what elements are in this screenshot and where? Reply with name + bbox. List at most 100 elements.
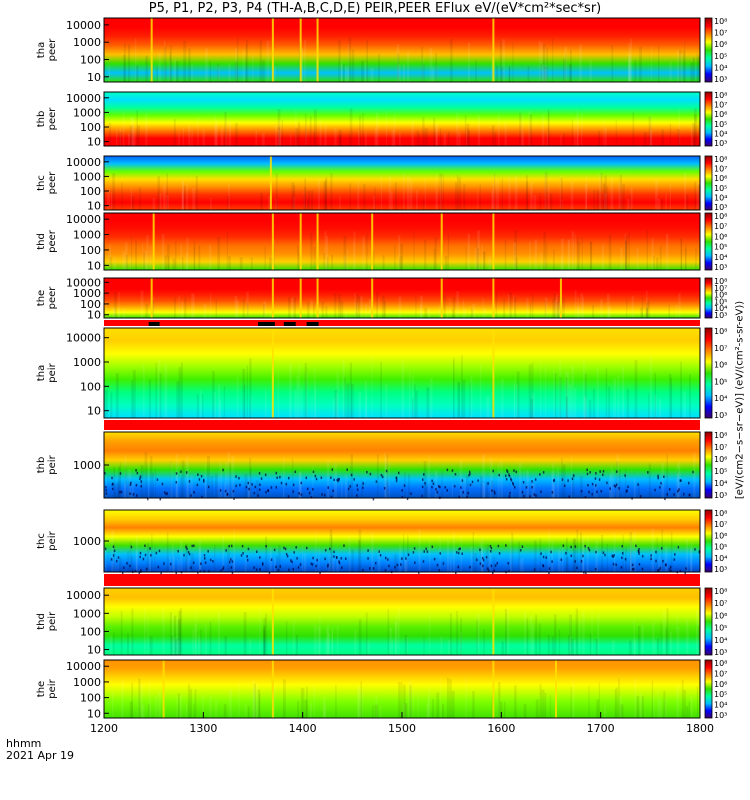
texture-stripe xyxy=(479,364,482,418)
panel-label: thcpeir xyxy=(36,530,58,550)
texture-stripe xyxy=(683,391,687,418)
event-spike xyxy=(299,213,302,270)
texture-stripe xyxy=(409,178,413,210)
noise-speckle xyxy=(685,567,687,570)
noise-speckle xyxy=(135,483,138,487)
texture-stripe xyxy=(680,361,682,418)
texture-stripe xyxy=(256,480,259,498)
texture-stripe xyxy=(277,370,279,418)
texture-stripe xyxy=(606,293,610,318)
texture-stripe xyxy=(591,609,593,655)
noise-speckle xyxy=(466,495,468,499)
texture-stripe xyxy=(348,37,352,82)
texture-stripe xyxy=(393,114,396,146)
texture-stripe xyxy=(140,465,144,498)
texture-stripe xyxy=(305,124,307,146)
texture-stripe xyxy=(504,121,507,146)
texture-stripe xyxy=(214,114,216,146)
noise-speckle xyxy=(460,486,462,489)
texture-stripe xyxy=(636,695,640,718)
time-axis-label: hhmm xyxy=(6,737,42,750)
texture-stripe xyxy=(560,177,563,210)
texture-stripe xyxy=(665,627,668,655)
noise-speckle xyxy=(297,566,300,569)
colorbar-tick-label: 10⁵ xyxy=(714,52,727,61)
noise-speckle xyxy=(535,494,537,497)
noise-speckle xyxy=(439,552,442,555)
noise-speckle xyxy=(638,547,640,551)
texture-stripe xyxy=(371,356,373,418)
texture-stripe xyxy=(340,62,343,82)
texture-stripe xyxy=(331,632,334,655)
noise-speckle xyxy=(405,557,407,560)
noise-speckle xyxy=(542,471,545,474)
texture-stripe xyxy=(501,379,504,418)
texture-stripe xyxy=(155,696,158,718)
y-tick-label: 100 xyxy=(80,625,101,638)
texture-stripe xyxy=(476,239,478,270)
texture-stripe xyxy=(565,556,569,572)
texture-stripe xyxy=(628,232,630,270)
texture-stripe xyxy=(277,109,281,146)
texture-stripe xyxy=(560,238,564,270)
texture-stripe xyxy=(332,397,336,418)
noise-speckle xyxy=(258,488,261,491)
texture-stripe xyxy=(530,181,533,210)
texture-stripe xyxy=(120,610,123,655)
texture-stripe xyxy=(223,704,227,718)
texture-stripe xyxy=(628,43,631,82)
panel-frame xyxy=(103,327,701,419)
texture-stripe xyxy=(110,635,112,655)
texture-stripe xyxy=(265,613,268,655)
texture-stripe xyxy=(560,135,562,146)
noise-speckle xyxy=(637,483,639,486)
texture-stripe xyxy=(401,682,403,718)
texture-stripe xyxy=(113,257,116,270)
texture-stripe xyxy=(366,233,368,270)
texture-stripe xyxy=(446,305,449,318)
texture-stripe xyxy=(549,694,551,718)
event-spike xyxy=(271,213,274,270)
texture-stripe xyxy=(384,452,387,498)
colorbar-tick-label: 10⁴ xyxy=(714,253,727,262)
texture-stripe xyxy=(108,65,111,82)
texture-stripe xyxy=(470,308,474,318)
noise-speckle xyxy=(594,477,597,480)
texture-stripe xyxy=(571,365,574,418)
panel-label-line: peir xyxy=(47,530,58,550)
texture-stripe xyxy=(474,553,478,572)
texture-stripe xyxy=(186,182,189,210)
texture-stripe xyxy=(224,462,228,498)
panel-label: thapeer xyxy=(36,38,58,62)
texture-stripe xyxy=(462,300,465,318)
event-spike xyxy=(271,588,274,655)
texture-stripe xyxy=(119,132,122,146)
texture-stripe xyxy=(324,231,327,270)
noise-speckle xyxy=(349,485,352,488)
texture-stripe xyxy=(544,45,546,82)
texture-stripe xyxy=(660,198,663,210)
texture-stripe xyxy=(636,247,639,270)
noise-speckle xyxy=(314,474,317,478)
texture-stripe xyxy=(358,295,361,318)
texture-stripe xyxy=(532,483,536,498)
texture-stripe xyxy=(227,546,230,572)
noise-speckle xyxy=(489,544,492,548)
event-spike xyxy=(299,278,302,318)
texture-stripe xyxy=(113,483,117,498)
noise-speckle xyxy=(356,488,359,491)
texture-stripe xyxy=(109,256,112,270)
noise-speckle xyxy=(410,492,412,495)
texture-stripe xyxy=(372,250,375,270)
noise-speckle xyxy=(568,495,570,498)
noise-speckle xyxy=(347,487,350,491)
noise-speckle xyxy=(111,483,114,486)
noise-speckle xyxy=(166,492,168,495)
panel-label-line: thc xyxy=(36,533,47,549)
noise-speckle xyxy=(438,569,441,572)
noise-speckle xyxy=(505,477,508,481)
texture-stripe xyxy=(236,377,239,418)
spectrogram-fill xyxy=(104,432,700,498)
noise-speckle xyxy=(113,549,116,553)
